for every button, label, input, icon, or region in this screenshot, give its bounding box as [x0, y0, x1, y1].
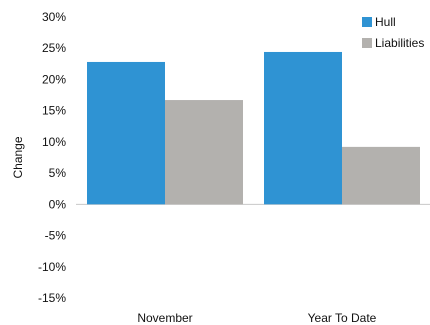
legend-swatch-liabilities — [362, 38, 372, 48]
y-tick-label: 5% — [49, 166, 67, 180]
legend: Hull Liabilities — [362, 15, 424, 50]
bars — [87, 51, 420, 205]
x-tick-label: November — [137, 311, 192, 325]
y-tick-label: -5% — [45, 229, 67, 243]
bar-liabilities-november — [165, 100, 243, 205]
y-axis-ticks: 30% 25% 20% 15% 10% 5% 0% -5% -10% -15% — [38, 10, 66, 305]
y-tick-label: 10% — [42, 135, 66, 149]
bar-hull-november — [87, 61, 165, 205]
legend-swatch-hull — [362, 17, 372, 27]
y-tick-label: 20% — [42, 72, 66, 86]
legend-label-hull: Hull — [375, 15, 396, 29]
x-tick-label: Year To Date — [308, 311, 377, 325]
bar-hull-year-to-date — [264, 51, 342, 205]
y-tick-label: 25% — [42, 41, 66, 55]
bar-liabilities-year-to-date — [342, 146, 420, 205]
y-tick-label: 0% — [49, 197, 67, 211]
y-tick-label: -10% — [38, 260, 66, 274]
y-tick-label: 30% — [42, 10, 66, 24]
x-axis-ticks: November Year To Date — [137, 311, 376, 325]
y-tick-label: -15% — [38, 291, 66, 305]
legend-label-liabilities: Liabilities — [375, 36, 424, 50]
y-tick-label: 15% — [42, 104, 66, 118]
y-axis-title: Change — [11, 136, 25, 178]
